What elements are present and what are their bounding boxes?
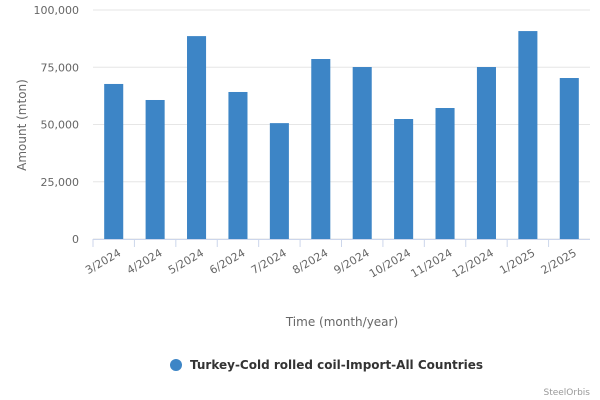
y-axis-title: Amount (mton) <box>15 79 29 171</box>
bar <box>518 31 538 240</box>
x-tick-label: 8/2024 <box>290 246 330 277</box>
bar <box>269 123 289 239</box>
y-tick-label: 50,000 <box>41 119 80 132</box>
y-tick-label: 0 <box>72 233 79 246</box>
bar <box>187 36 207 239</box>
x-tick-label: 12/2024 <box>450 246 496 280</box>
x-tick-label: 6/2024 <box>207 246 247 277</box>
x-axis-title: Time (month/year) <box>285 315 398 329</box>
x-tick-label: 11/2024 <box>408 246 454 280</box>
x-tick-label: 9/2024 <box>332 246 372 277</box>
y-tick-label: 25,000 <box>41 176 80 189</box>
bar <box>145 99 165 239</box>
bar <box>352 67 372 239</box>
bar <box>311 59 331 240</box>
y-tick-label: 100,000 <box>34 4 80 17</box>
y-tick-label: 75,000 <box>41 61 80 74</box>
x-tick-label: 7/2024 <box>249 246 289 277</box>
bar <box>435 108 455 240</box>
bar <box>228 91 248 240</box>
x-tick-label: 2/2025 <box>539 246 579 277</box>
x-tick-label: 1/2025 <box>497 246 537 277</box>
x-tick-label: 10/2024 <box>367 246 413 280</box>
x-tick-label: 4/2024 <box>125 246 165 277</box>
bar <box>104 83 124 239</box>
x-tick-label: 5/2024 <box>166 246 206 277</box>
legend-marker <box>170 359 182 371</box>
credit: SteelOrbis <box>543 388 590 398</box>
legend-label[interactable]: Turkey-Cold rolled coil-Import-All Count… <box>190 358 483 372</box>
bar <box>559 78 579 239</box>
bar <box>476 67 496 239</box>
bar <box>394 119 414 239</box>
x-tick-label: 3/2024 <box>83 246 123 277</box>
